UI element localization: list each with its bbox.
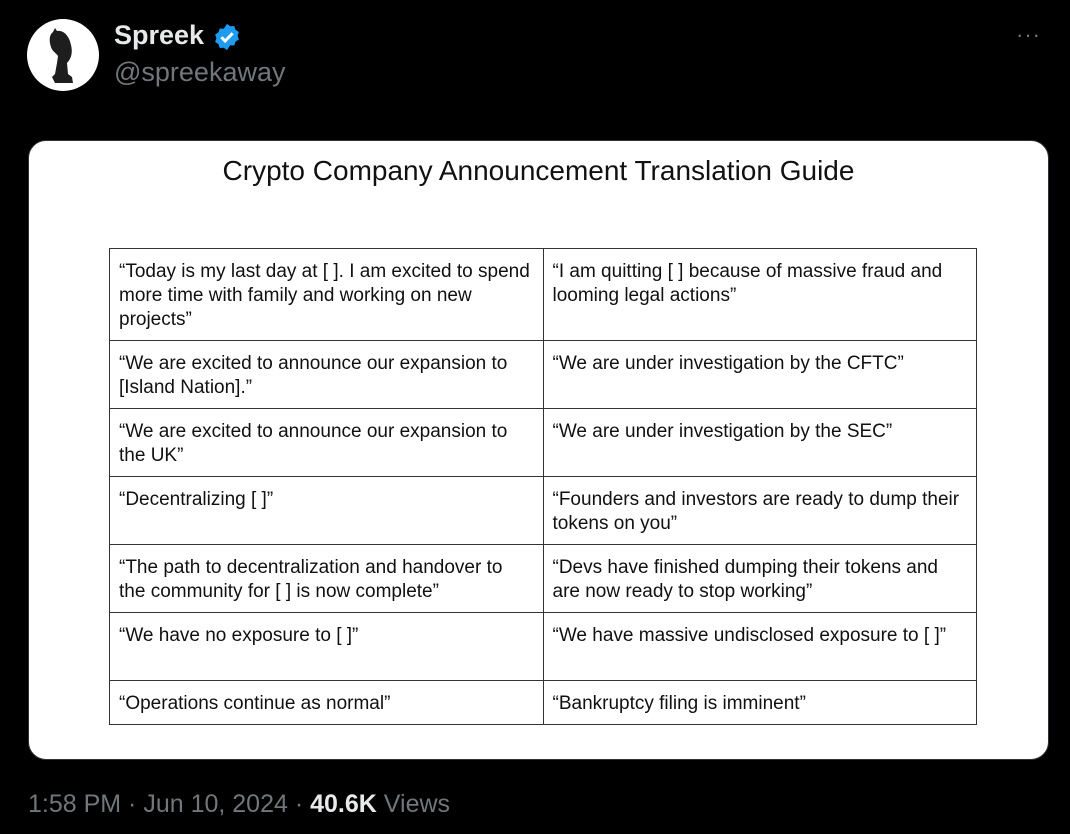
translation-cell: “We are under investigation by the CFTC” [542,340,977,409]
announcement-cell: “Decentralizing [ ]” [109,476,544,545]
chess-knight-icon [49,28,73,83]
table-row: “Today is my last day at [ ]. I am excit… [109,248,977,341]
announcement-cell: “Today is my last day at [ ]. I am excit… [109,248,544,341]
image-title: Crypto Company Announcement Translation … [222,155,855,186]
views-label: Views [383,790,451,818]
translation-table: “Today is my last day at [ ]. I am excit… [109,248,977,725]
announcement-cell: “The path to decentralization and handov… [109,544,544,613]
tweet-time[interactable]: 1:58 PM [28,790,122,818]
announcement-cell: “We have no exposure to [ ]” [109,612,544,681]
table-row: “We have no exposure to [ ]” “We have mas… [109,612,977,681]
table-row: “Operations continue as normal” “Bankrupt… [109,680,977,725]
author-handle[interactable]: @spreekaway [114,57,286,87]
tweet-image[interactable]: Crypto Company Announcement Translation … [28,140,1049,760]
translation-cell: “I am quitting [ ] because of massive fr… [542,248,977,341]
translation-cell: “We have massive undisclosed exposure to… [542,612,977,681]
avatar[interactable] [27,19,99,91]
verified-badge-icon [215,23,239,51]
translation-cell: “Devs have finished dumping their tokens… [542,544,977,613]
announcement-cell: “We are excited to announce our expansio… [109,340,544,409]
author-name[interactable]: Spreek [114,20,205,50]
table-row: “The path to decentralization and handov… [109,544,977,613]
tweet-date[interactable]: Jun 10, 2024 [143,790,288,818]
announcement-cell: “We are excited to announce our expansio… [109,408,544,477]
table-row: “Decentralizing [ ]” “Founders and invest… [109,476,977,545]
more-options-icon[interactable]: ··· [1016,22,1041,47]
translation-cell: “Founders and investors are ready to dum… [542,476,977,545]
table-row: “We are excited to announce our expansio… [109,408,977,477]
tweet-meta: 1:58 PM · Jun 10, 2024 · 40.6K Views [28,790,451,818]
table-row: “We are excited to announce our expansio… [109,340,977,409]
views-count: 40.6K [310,790,377,818]
translation-cell: “Bankruptcy filing is imminent” [542,680,977,725]
announcement-cell: “Operations continue as normal” [109,680,544,725]
translation-cell: “We are under investigation by the SEC” [542,408,977,477]
